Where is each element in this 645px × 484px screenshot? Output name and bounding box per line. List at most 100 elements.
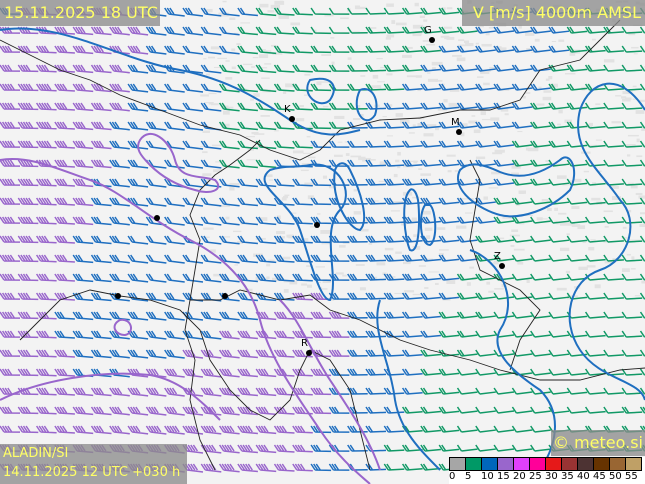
terrain-patch <box>412 24 424 29</box>
terrain-patch <box>412 245 421 250</box>
wind-barb <box>347 235 368 243</box>
wind-barb <box>109 121 130 131</box>
wind-barb <box>365 368 387 376</box>
wind-barb <box>456 311 478 319</box>
isotach-contour <box>0 372 221 421</box>
wind-barb <box>365 349 387 357</box>
wind-barb <box>54 254 75 263</box>
wind-barb <box>237 311 258 321</box>
wind-barb <box>328 26 350 34</box>
wind-barb <box>90 425 112 435</box>
wind-barb <box>35 368 57 377</box>
legend-swatch <box>626 458 641 470</box>
wind-barb <box>548 178 570 186</box>
terrain-patch <box>231 66 236 70</box>
terrain-patch <box>211 103 219 106</box>
terrain-patch <box>583 170 590 173</box>
wind-barb <box>584 349 606 357</box>
terrain-patch <box>412 196 420 199</box>
city-label: K <box>284 104 291 115</box>
wind-barb <box>365 140 387 148</box>
wind-barb <box>255 387 277 397</box>
isotach-contour <box>469 249 556 471</box>
terrain-patch <box>420 173 432 176</box>
wind-barb <box>511 406 533 414</box>
wind-barb <box>438 102 460 110</box>
wind-barb <box>237 254 258 264</box>
terrain-patch <box>469 198 474 201</box>
wind-barb <box>420 254 441 262</box>
wind-barb <box>365 26 387 34</box>
terrain-patch <box>412 124 416 128</box>
terrain-patch <box>228 106 234 109</box>
terrain-patch <box>352 118 361 121</box>
city-dot <box>222 293 228 299</box>
wind-barb <box>255 273 277 283</box>
terrain-patch <box>276 215 281 220</box>
wind-barb <box>54 45 75 54</box>
terrain-patch <box>317 213 321 215</box>
terrain-patch <box>252 56 259 59</box>
wind-barb <box>72 159 94 169</box>
city-dot <box>456 129 462 135</box>
terrain-patch <box>208 92 217 95</box>
terrain-patch <box>427 78 438 82</box>
terrain-patch <box>574 178 582 183</box>
wind-barb <box>383 26 405 34</box>
terrain-patch <box>274 0 285 5</box>
wind-barb <box>164 349 185 359</box>
wind-barb <box>401 330 423 338</box>
wind-barb <box>292 425 313 434</box>
terrain-patch <box>464 212 473 214</box>
terrain-patch <box>393 173 398 178</box>
terrain-patch <box>205 73 210 76</box>
legend-swatch <box>578 458 594 470</box>
terrain-patch <box>411 217 417 222</box>
wind-barb <box>475 64 496 72</box>
terrain-patch <box>551 40 557 42</box>
terrain-patch <box>483 82 490 86</box>
wind-barb <box>511 197 533 205</box>
wind-barb <box>54 121 75 130</box>
terrain-patch <box>475 156 486 160</box>
terrain-patch <box>456 57 466 62</box>
terrain-patch <box>397 151 401 156</box>
terrain-patch <box>286 234 294 238</box>
wind-barb <box>401 178 423 186</box>
wind-barb <box>420 216 441 224</box>
wind-barb <box>54 140 75 149</box>
terrain-patch <box>438 253 444 256</box>
wind-barb <box>347 425 368 433</box>
wind-barb <box>72 349 94 359</box>
wind-barb <box>347 273 368 281</box>
terrain-patch <box>499 47 507 50</box>
terrain-patch <box>446 280 456 285</box>
wind-barb <box>511 121 533 129</box>
terrain-patch <box>231 48 236 52</box>
terrain-patch <box>401 54 412 58</box>
contours-10ms <box>0 27 645 471</box>
terrain-patch <box>588 247 595 251</box>
wind-barb <box>365 216 387 224</box>
terrain-patch <box>403 166 414 168</box>
terrain-patch <box>304 182 316 186</box>
wind-barb <box>0 216 21 224</box>
wind-barb <box>218 159 240 169</box>
terrain-patch <box>386 135 393 137</box>
wind-barb <box>603 26 624 34</box>
terrain-patch <box>334 115 345 119</box>
wind-barb <box>420 159 441 167</box>
wind-barb <box>292 140 313 149</box>
wind-barb <box>347 102 368 110</box>
wind-barb <box>237 235 258 245</box>
wind-barb <box>383 140 405 148</box>
terrain-patch <box>526 279 530 284</box>
wind-barb <box>90 64 112 74</box>
terrain-patch <box>394 292 406 295</box>
terrain-patch <box>315 266 325 268</box>
wind-barb <box>438 140 460 148</box>
terrain-patch <box>423 258 434 261</box>
wind-barb <box>383 463 405 471</box>
terrain-patch <box>522 95 526 99</box>
terrain-patch <box>569 53 576 56</box>
